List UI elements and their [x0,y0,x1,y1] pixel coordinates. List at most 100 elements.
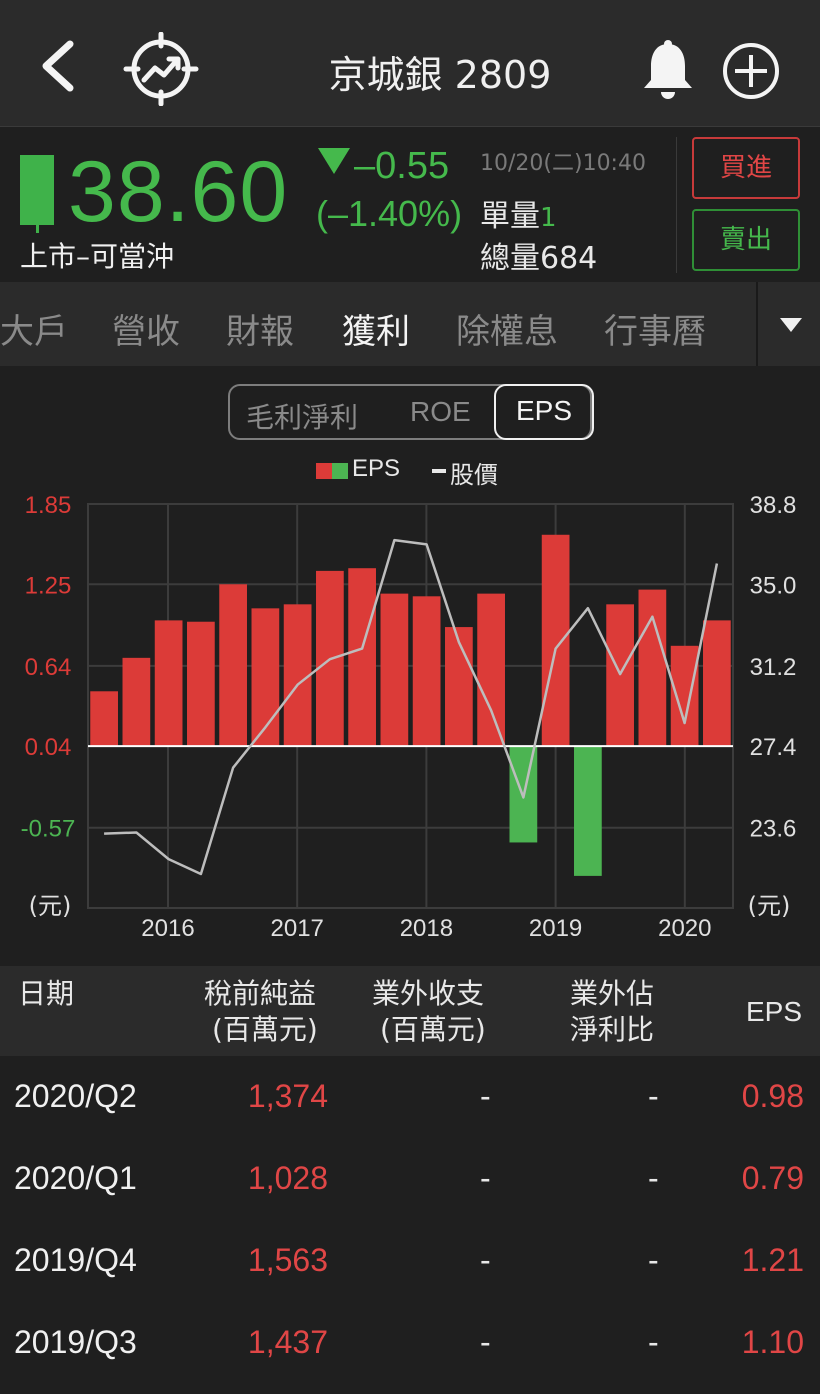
th-date: 日期 [18,977,75,1010]
trend-target-icon[interactable] [122,32,200,106]
eps-bar [187,621,215,747]
cell-eps: 1.10 [741,1324,804,1360]
buy-button[interactable]: 買進 [692,137,800,199]
sell-button[interactable]: 賣出 [692,209,800,271]
top-bar: 京城銀 2809 [0,0,820,126]
segment-gross-net[interactable]: 毛利淨利 [246,401,359,434]
eps-bar [283,604,312,747]
cell-nonop: - [480,1078,491,1114]
cell-eps: 0.98 [741,1078,804,1114]
x-tick-label: 2016 [141,915,194,942]
left-tick-label: -0.57 [21,816,76,843]
plus-circle-icon[interactable] [720,40,782,102]
eps-bar [638,589,667,747]
cell-pretax: 1,028 [247,1160,328,1196]
quote-time: 10/20(二)10:40 [480,151,646,176]
tab-major-holders[interactable]: 大戶 [0,312,68,352]
left-tick-label: 0.04 [25,734,72,761]
price-change-percent: (–1.40%) [316,193,463,234]
legend-label-price: 股價 [450,461,498,489]
eps-bar [154,620,183,747]
cell-ratio: - [648,1160,659,1196]
total-volume-value: 684 [540,241,598,276]
legend-swatch-positive [316,463,332,479]
left-unit-label: (元) [29,892,72,920]
eps-bar [703,620,731,747]
eps-bar [541,534,570,747]
cell-nonop: - [480,1160,491,1196]
left-tick-label: 1.25 [25,572,72,599]
left-tick-label: 0.64 [25,654,72,681]
cell-date: 2019/Q4 [14,1242,137,1278]
table-header: 日期 稅前純益 (百萬元) 業外收支 (百萬元) 業外佔 淨利比 EPS [0,966,820,1056]
right-tick-label: 27.4 [750,734,797,761]
table-body: 2020/Q2 1,374 - - 0.98 2020/Q1 1,028 - -… [0,1056,820,1394]
cell-ratio: - [648,1242,659,1278]
chevron-left-icon[interactable] [30,36,90,96]
th-pretax: 稅前純益 [204,977,317,1010]
tab-dividend[interactable]: 除權息 [456,312,558,352]
chart-legend: EPS 股價 [0,455,820,489]
bell-icon[interactable] [636,38,700,102]
price-change-value: –0.55 [354,145,450,187]
dropdown-arrow-icon[interactable] [780,318,802,332]
eps-bar [122,657,151,747]
eps-bar [348,568,376,747]
cell-nonop: - [480,1324,491,1360]
market-label: 上市–可當沖 [20,240,175,273]
legend-label-eps: EPS [352,455,401,482]
price-change: –0.55 [318,145,449,188]
cell-pretax: 1,437 [247,1324,328,1360]
unit-volume-label: 單量 [480,199,540,234]
right-tick-label: 35.0 [750,572,797,599]
total-volume: 總量684 [480,233,597,277]
th-eps: EPS [746,996,803,1027]
plot-frame [87,503,734,909]
divider [676,137,677,273]
tab-revenue[interactable]: 營收 [112,312,180,352]
left-tick-label: 1.85 [25,492,72,519]
table-row[interactable]: 2020/Q1 1,028 - - 0.79 [0,1138,820,1220]
eps-bar [477,593,505,747]
eps-bar [251,608,280,747]
segment-roe[interactable]: ROE [410,396,471,427]
th-ratio-2: 淨利比 [570,1013,655,1046]
eps-bar [670,645,699,747]
eps-bar [380,593,409,747]
th-ratio: 業外佔 [570,977,655,1010]
table-row[interactable]: 2019/Q3 1,437 - - 1.10 [0,1302,820,1384]
cell-date: 2020/Q2 [14,1078,137,1114]
x-tick-label: 2020 [658,915,711,942]
eps-bar [90,691,118,747]
down-arrow-icon [318,148,350,174]
eps-bar [219,584,247,747]
tab-separator [756,282,758,366]
cell-ratio: - [648,1078,659,1114]
unit-volume: 單量1 [480,191,557,235]
cell-nonop: - [480,1242,491,1278]
segment-eps[interactable]: EPS [494,384,594,440]
eps-bar [445,627,473,747]
tab-financials[interactable]: 財報 [226,312,294,352]
cell-ratio: - [648,1324,659,1360]
th-nonop: 業外收支 [372,977,485,1010]
page-title: 京城銀 2809 [328,53,552,97]
cell-pretax: 1,563 [247,1242,328,1278]
table-row[interactable]: 2020/Q2 1,374 - - 0.98 [0,1056,820,1138]
right-tick-label: 23.6 [750,816,797,843]
metric-segmented-control: 毛利淨利 ROE EPS [228,384,594,440]
price-line [104,538,719,876]
cell-eps: 0.79 [741,1160,804,1196]
tab-calendar[interactable]: 行事曆 [604,312,706,352]
x-tick-label: 2019 [529,915,582,942]
unit-volume-value: 1 [540,203,557,233]
cell-pretax: 1,374 [247,1078,328,1114]
candle-wick [36,225,39,233]
eps-bar [574,746,602,876]
tab-profit[interactable]: 獲利 [342,312,410,352]
table-row[interactable]: 2019/Q4 1,563 - - 1.21 [0,1220,820,1302]
cell-date: 2020/Q1 [14,1160,137,1196]
th-pretax-unit: (百萬元) [212,1013,318,1046]
legend-swatch-line [432,469,446,473]
total-volume-label: 總量 [480,241,540,276]
